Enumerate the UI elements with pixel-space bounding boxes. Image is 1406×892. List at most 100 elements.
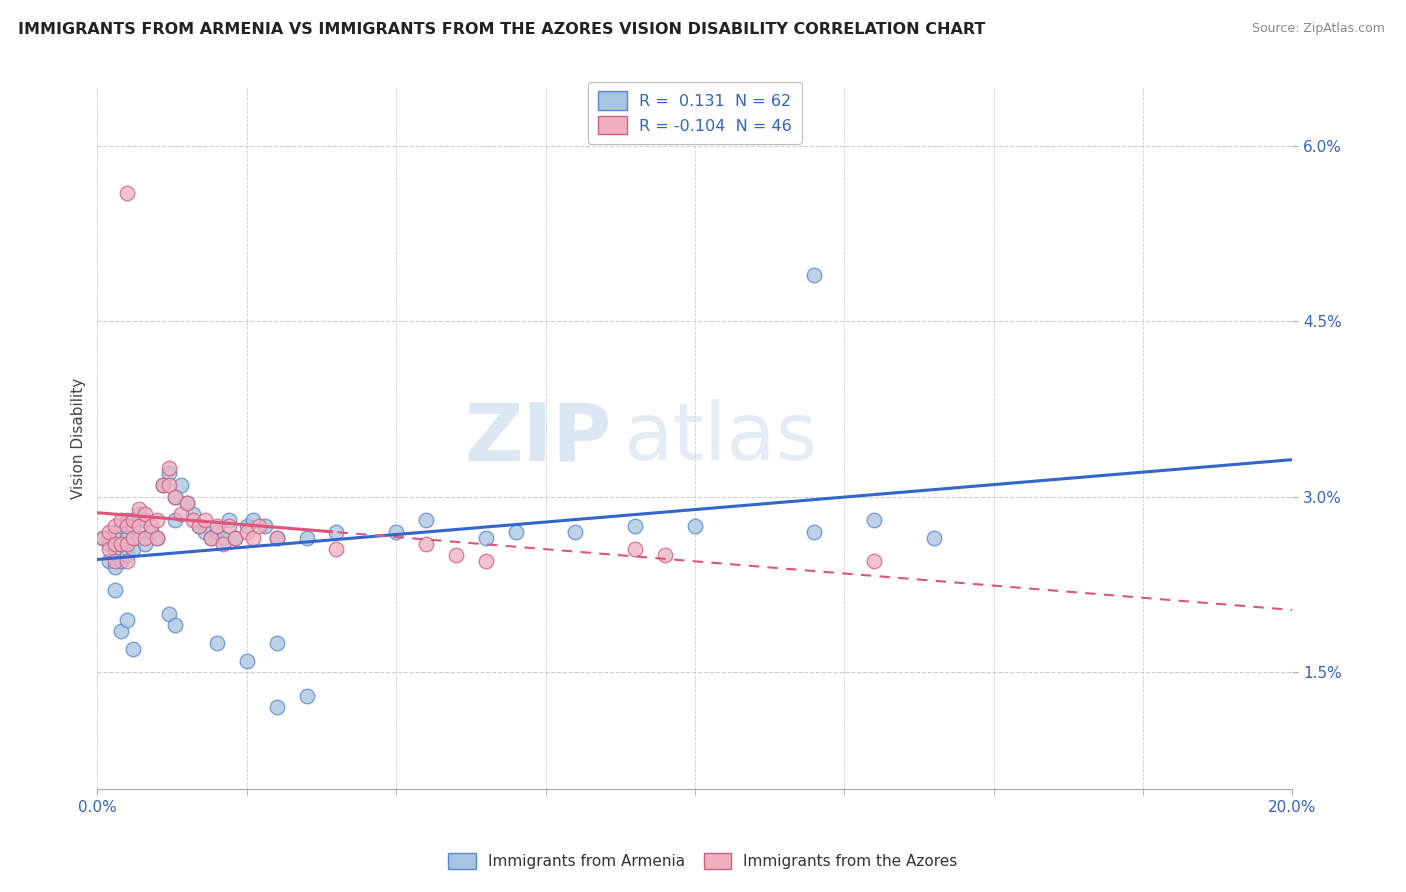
Point [170, 508, 193, 522]
Point [122, 641, 145, 656]
Point [110, 536, 132, 550]
Point [654, 549, 676, 563]
Point [134, 531, 156, 545]
Point [218, 519, 240, 533]
Point [98, 542, 121, 557]
Point [163, 513, 186, 527]
Point [247, 519, 270, 533]
Point [181, 508, 204, 522]
Point [122, 513, 145, 527]
Point [91, 531, 114, 545]
Point [295, 689, 318, 703]
Point [134, 508, 156, 522]
Text: IMMIGRANTS FROM ARMENIA VS IMMIGRANTS FROM THE AZORES VISION DISABILITY CORRELAT: IMMIGRANTS FROM ARMENIA VS IMMIGRANTS FR… [18, 22, 986, 37]
Point [104, 554, 127, 568]
Point [211, 536, 233, 550]
Text: Source: ZipAtlas.com: Source: ZipAtlas.com [1251, 22, 1385, 36]
Point [98, 554, 121, 568]
Point [325, 542, 347, 557]
Point [122, 542, 145, 557]
Point [115, 549, 138, 563]
Point [242, 531, 264, 545]
Point [194, 513, 217, 527]
Point [266, 700, 288, 714]
Point [624, 519, 647, 533]
Point [505, 524, 527, 539]
Legend: Immigrants from Armenia, Immigrants from the Azores: Immigrants from Armenia, Immigrants from… [443, 847, 963, 875]
Point [146, 513, 169, 527]
Point [115, 519, 138, 533]
Point [211, 531, 233, 545]
Point [170, 478, 193, 492]
Point [152, 478, 174, 492]
Point [385, 524, 408, 539]
Point [200, 531, 222, 545]
Point [163, 618, 186, 632]
Point [163, 490, 186, 504]
Point [128, 519, 150, 533]
Point [115, 536, 138, 550]
Point [157, 607, 180, 621]
Point [415, 536, 437, 550]
Point [325, 524, 347, 539]
Point [205, 524, 228, 539]
Point [176, 496, 198, 510]
Point [475, 554, 498, 568]
Point [235, 654, 257, 668]
Point [803, 524, 825, 539]
Point [115, 554, 138, 568]
Point [205, 636, 228, 650]
Point [115, 513, 138, 527]
Point [139, 519, 162, 533]
Point [253, 519, 276, 533]
Point [922, 531, 945, 545]
Legend: R =  0.131  N = 62, R = -0.104  N = 46: R = 0.131 N = 62, R = -0.104 N = 46 [588, 81, 801, 145]
Point [115, 186, 138, 200]
Point [110, 554, 132, 568]
Point [104, 524, 127, 539]
Point [104, 583, 127, 598]
Point [266, 531, 288, 545]
Point [115, 613, 138, 627]
Point [475, 531, 498, 545]
Point [235, 524, 257, 539]
Point [157, 478, 180, 492]
Point [139, 524, 162, 539]
Point [266, 636, 288, 650]
Point [187, 519, 209, 533]
Point [157, 467, 180, 481]
Point [110, 624, 132, 639]
Point [224, 531, 246, 545]
Point [104, 519, 127, 533]
Point [128, 508, 150, 522]
Point [110, 513, 132, 527]
Point [128, 531, 150, 545]
Text: atlas: atlas [623, 400, 818, 477]
Point [110, 536, 132, 550]
Point [205, 519, 228, 533]
Point [200, 531, 222, 545]
Point [91, 531, 114, 545]
Point [218, 513, 240, 527]
Point [564, 524, 586, 539]
Text: ZIP: ZIP [464, 400, 612, 477]
Point [624, 542, 647, 557]
Point [104, 542, 127, 557]
Point [110, 519, 132, 533]
Point [115, 531, 138, 545]
Point [295, 531, 318, 545]
Point [803, 268, 825, 282]
Point [146, 531, 169, 545]
Point [224, 531, 246, 545]
Point [181, 513, 204, 527]
Point [152, 478, 174, 492]
Point [122, 531, 145, 545]
Y-axis label: Vision Disability: Vision Disability [72, 378, 86, 499]
Point [157, 460, 180, 475]
Point [863, 513, 886, 527]
Point [98, 536, 121, 550]
Point [266, 531, 288, 545]
Point [194, 524, 217, 539]
Point [146, 531, 169, 545]
Point [187, 519, 209, 533]
